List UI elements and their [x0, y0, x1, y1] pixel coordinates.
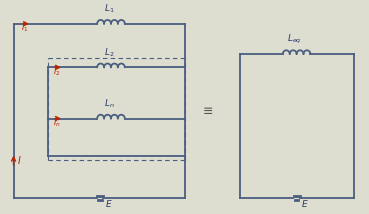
- Text: $L_n$: $L_n$: [104, 98, 114, 110]
- Text: $I_1$: $I_1$: [21, 22, 28, 34]
- Text: $L_2$: $L_2$: [104, 46, 114, 59]
- Text: E: E: [302, 200, 308, 209]
- Text: $L_{eq}$: $L_{eq}$: [287, 33, 302, 46]
- Text: $\equiv$: $\equiv$: [200, 104, 213, 117]
- Text: $L_1$: $L_1$: [104, 3, 114, 15]
- Text: E: E: [106, 200, 111, 209]
- Text: $I_2$: $I_2$: [53, 65, 61, 78]
- Text: $I_n$: $I_n$: [53, 116, 61, 129]
- Text: $I$: $I$: [17, 154, 22, 166]
